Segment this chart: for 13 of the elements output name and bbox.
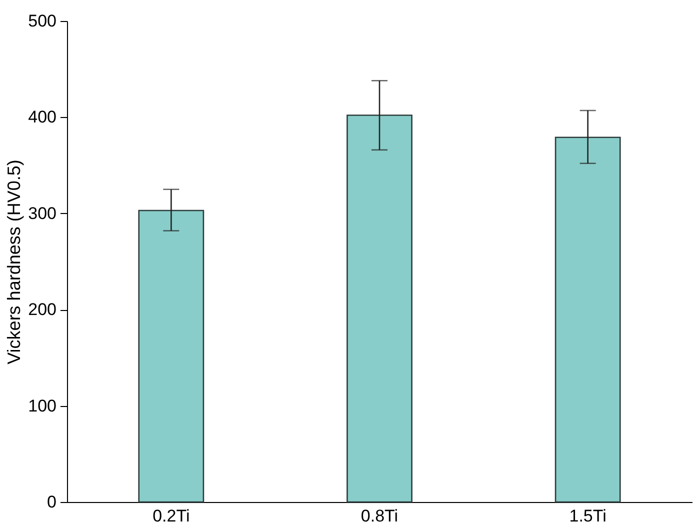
y-tick-label: 300 [28, 204, 56, 223]
y-tick-label: 200 [28, 300, 56, 320]
bar [554, 136, 621, 503]
y-tick-label: 0 [47, 492, 56, 512]
y-axis-title: Vickers hardness (HV0.5) [4, 160, 24, 364]
bar [346, 114, 412, 503]
x-tick-label: 0.8Ti [360, 506, 398, 526]
x-tick-label: 0.2Ti [152, 506, 190, 526]
y-tick-label: 100 [28, 396, 56, 416]
y-tick-label: 500 [28, 12, 56, 30]
bar [138, 210, 204, 503]
y-tick-label: 400 [28, 108, 56, 127]
x-tick-label: 1.5Ti [569, 506, 606, 526]
